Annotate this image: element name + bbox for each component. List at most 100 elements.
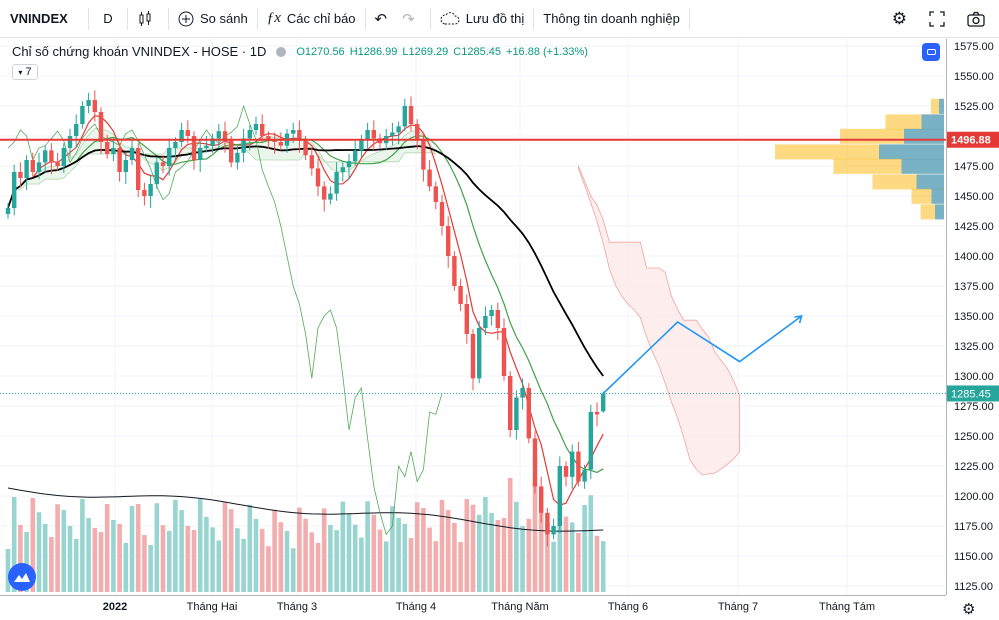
volume-bar <box>538 506 544 592</box>
volume-bar <box>600 541 606 592</box>
volume-bar <box>303 518 308 592</box>
redo-icon: ↷ <box>402 10 415 28</box>
volume-profile-bar <box>879 144 944 160</box>
symbol-search[interactable]: VNINDEX <box>10 11 68 26</box>
volume-bar <box>154 503 160 592</box>
candle-body <box>359 139 364 151</box>
candle-body <box>365 130 370 140</box>
candle-body <box>80 106 85 124</box>
volume-bar <box>160 525 166 592</box>
volume-bar <box>266 546 271 592</box>
top-toolbar: VNINDEX D So sánh ƒx Các chỉ báo ↶ ↷ Lưu… <box>0 0 999 38</box>
candle-body <box>179 130 184 142</box>
volume-bar <box>563 516 569 592</box>
volume-bar <box>532 483 538 592</box>
candle-body <box>501 328 507 376</box>
volume-bar <box>346 514 352 592</box>
volume-bar <box>315 543 321 592</box>
volume-bar <box>452 523 457 592</box>
company-info-button[interactable]: Thông tin doanh nghiệp <box>543 11 680 26</box>
settings-button[interactable]: ⚙ <box>884 0 921 38</box>
volume-bar <box>24 532 29 592</box>
volume-bar <box>104 504 110 592</box>
volume-bar <box>433 541 439 592</box>
interval-button[interactable]: D <box>103 11 113 26</box>
volume-bar <box>464 499 470 592</box>
volume-bar <box>507 478 513 592</box>
snapshot-button[interactable] <box>959 0 999 38</box>
candle-body <box>24 160 29 178</box>
volume-bar <box>328 525 333 592</box>
candle-body <box>458 286 463 304</box>
volume-bar <box>470 504 476 592</box>
volume-bar <box>5 549 11 592</box>
candle-body <box>136 148 141 190</box>
candle-body <box>129 148 135 160</box>
ma-mid-line <box>7 134 604 474</box>
candle-body <box>297 130 302 141</box>
candle-body <box>247 130 252 139</box>
indicators-label: Các chỉ báo <box>286 11 356 26</box>
redo-button[interactable]: ↷ <box>402 0 430 38</box>
indicators-button[interactable]: ƒx Các chỉ báo <box>258 0 365 38</box>
candle-body <box>241 138 246 153</box>
price-axis[interactable] <box>946 39 999 595</box>
volume-bar <box>222 502 228 592</box>
undo-icon: ↶ <box>374 10 388 28</box>
volume-bar <box>340 501 346 592</box>
volume-profile-bar <box>931 188 944 204</box>
volume-bar <box>371 514 377 592</box>
volume-bar <box>173 500 178 592</box>
volume-bar <box>135 504 141 592</box>
volume-bar <box>582 505 587 592</box>
volume-bar <box>142 535 147 592</box>
volume-bar <box>179 510 184 592</box>
candle-body <box>402 106 407 127</box>
chevron-down-icon: ▾ <box>18 67 23 77</box>
volume-bar <box>228 509 234 592</box>
volume-bar <box>30 498 36 592</box>
volume-bar <box>489 513 494 592</box>
fullscreen-button[interactable] <box>921 0 959 38</box>
candle-body <box>148 184 153 196</box>
volume-bar <box>594 535 600 592</box>
compare-label: So sánh <box>200 11 248 26</box>
volume-bar <box>210 527 215 592</box>
volume-bar <box>390 506 395 592</box>
candle-body <box>67 136 73 148</box>
volume-bar <box>49 537 54 592</box>
legend-title[interactable]: Chỉ số chứng khoán VNINDEX - HOSE · 1D <box>12 44 267 59</box>
candle-body <box>539 486 544 513</box>
candle-body <box>346 161 352 168</box>
compare-button[interactable]: So sánh <box>169 0 257 38</box>
candle-body <box>495 310 500 328</box>
candle-body <box>520 388 525 398</box>
candle-body <box>408 106 414 124</box>
indicators-toggle-button[interactable]: ▾ 7 <box>12 64 38 80</box>
candle-body <box>291 130 296 134</box>
projection-path <box>602 315 803 395</box>
candle-body <box>61 148 66 166</box>
volume-bar <box>414 502 420 592</box>
undo-button[interactable]: ↶ <box>366 0 403 38</box>
volume-bar <box>18 525 23 592</box>
collapse-pane-button[interactable] <box>922 43 940 61</box>
volume-bar <box>241 538 246 592</box>
chart-type-button[interactable] <box>128 0 168 38</box>
candle-body <box>415 124 420 140</box>
candle-body <box>272 139 277 142</box>
volume-bars <box>5 478 606 592</box>
axis-settings-button[interactable]: ⚙ <box>962 600 975 618</box>
tradingview-logo[interactable] <box>8 563 36 591</box>
market-status-dot <box>276 46 287 57</box>
toolbar-divider <box>429 7 431 30</box>
candle-body <box>551 526 556 535</box>
save-chart-button[interactable]: Lưu đồ thị <box>431 0 534 38</box>
candle-body <box>477 328 482 379</box>
time-axis[interactable] <box>0 595 946 620</box>
gear-icon: ⚙ <box>891 9 907 28</box>
candle-body <box>18 172 23 178</box>
volume-bar <box>551 541 556 592</box>
volume-bar <box>67 526 73 592</box>
